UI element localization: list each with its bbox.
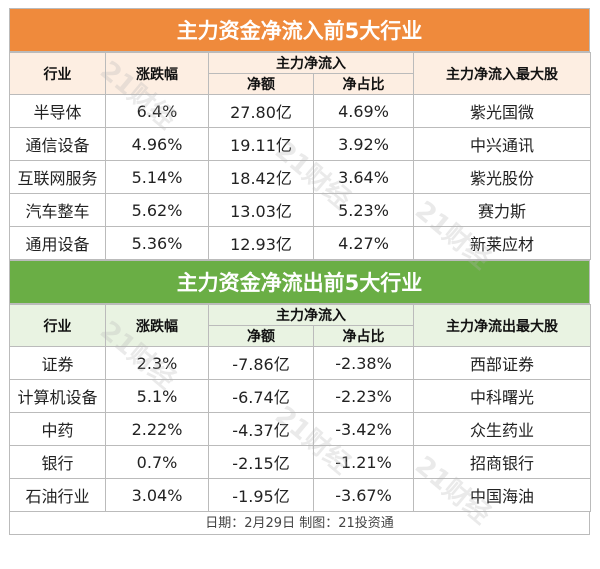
- table-row: 半导体 6.4% 27.80亿 4.69% 紫光国微: [9, 94, 591, 128]
- cell-industry: 汽车整车: [9, 193, 106, 227]
- cell-change: 5.1%: [105, 379, 209, 413]
- cell-top-stock: 紫光国微: [413, 94, 591, 128]
- inflow-header-row: 行业 涨跌幅 主力净流入 主力净流入最大股: [9, 52, 591, 95]
- cell-amount: -7.86亿: [208, 346, 314, 380]
- cell-industry: 互联网服务: [9, 160, 106, 194]
- cell-change: 2.22%: [105, 412, 209, 446]
- cell-top-stock: 中科曙光: [413, 379, 591, 413]
- cell-ratio: 5.23%: [313, 193, 414, 227]
- cell-amount: 19.11亿: [208, 127, 314, 161]
- cell-change: 5.36%: [105, 226, 209, 260]
- table-row: 通用设备 5.36% 12.93亿 4.27% 新莱应材: [9, 226, 591, 260]
- cell-ratio: 4.27%: [313, 226, 414, 260]
- header-change: 涨跌幅: [105, 304, 209, 347]
- header-amount: 净额: [208, 325, 314, 347]
- cell-ratio: -3.67%: [313, 478, 414, 512]
- cell-industry: 半导体: [9, 94, 106, 128]
- cell-amount: -6.74亿: [208, 379, 314, 413]
- table-row: 汽车整车 5.62% 13.03亿 5.23% 赛力斯: [9, 193, 591, 227]
- cell-change: 5.62%: [105, 193, 209, 227]
- cell-top-stock: 西部证券: [413, 346, 591, 380]
- header-ratio: 净占比: [313, 325, 414, 347]
- outflow-table: 行业 涨跌幅 主力净流入 主力净流出最大股 净额 净占比 证券 2.3% -7.…: [9, 304, 591, 512]
- table-row: 计算机设备 5.1% -6.74亿 -2.23% 中科曙光: [9, 379, 591, 413]
- header-industry: 行业: [9, 52, 106, 95]
- cell-top-stock: 紫光股份: [413, 160, 591, 194]
- cell-change: 6.4%: [105, 94, 209, 128]
- cell-top-stock: 赛力斯: [413, 193, 591, 227]
- header-change: 涨跌幅: [105, 52, 209, 95]
- cell-ratio: -1.21%: [313, 445, 414, 479]
- cell-industry: 石油行业: [9, 478, 106, 512]
- cell-industry: 中药: [9, 412, 106, 446]
- cell-top-stock: 众生药业: [413, 412, 591, 446]
- cell-top-stock: 中兴通讯: [413, 127, 591, 161]
- inflow-subheader-row: 净额 净占比: [10, 73, 591, 95]
- cell-change: 5.14%: [105, 160, 209, 194]
- cell-change: 0.7%: [105, 445, 209, 479]
- cell-industry: 通用设备: [9, 226, 106, 260]
- footer-caption: 日期：2月29日 制图：21投资通: [9, 512, 590, 535]
- inflow-title-banner: 主力资金净流入前5大行业: [9, 8, 590, 52]
- inflow-table: 行业 涨跌幅 主力净流入 主力净流入最大股 净额 净占比 半导体 6.4% 27…: [9, 52, 591, 260]
- cell-ratio: -2.23%: [313, 379, 414, 413]
- table-row: 银行 0.7% -2.15亿 -1.21% 招商银行: [9, 445, 591, 479]
- cell-top-stock: 新莱应材: [413, 226, 591, 260]
- header-amount: 净额: [208, 73, 314, 95]
- table-row: 中药 2.22% -4.37亿 -3.42% 众生药业: [9, 412, 591, 446]
- cell-industry: 通信设备: [9, 127, 106, 161]
- cell-industry: 证券: [9, 346, 106, 380]
- cell-change: 3.04%: [105, 478, 209, 512]
- header-industry: 行业: [9, 304, 106, 347]
- outflow-subheader-row: 净额 净占比: [10, 325, 591, 347]
- table-row: 通信设备 4.96% 19.11亿 3.92% 中兴通讯: [9, 127, 591, 161]
- outflow-title-banner: 主力资金净流出前5大行业: [9, 260, 590, 304]
- outflow-header-row: 行业 涨跌幅 主力净流入 主力净流出最大股: [9, 304, 591, 347]
- cell-top-stock: 招商银行: [413, 445, 591, 479]
- table-row: 石油行业 3.04% -1.95亿 -3.67% 中国海油: [9, 478, 591, 512]
- cell-top-stock: 中国海油: [413, 478, 591, 512]
- cell-amount: -2.15亿: [208, 445, 314, 479]
- header-top-stock: 主力净流出最大股: [413, 304, 591, 347]
- cell-amount: -4.37亿: [208, 412, 314, 446]
- cell-ratio: -3.42%: [313, 412, 414, 446]
- cell-change: 4.96%: [105, 127, 209, 161]
- cell-ratio: 3.64%: [313, 160, 414, 194]
- cell-change: 2.3%: [105, 346, 209, 380]
- header-net-inflow-group: 主力净流入: [208, 52, 414, 74]
- cell-ratio: 4.69%: [313, 94, 414, 128]
- cell-amount: 13.03亿: [208, 193, 314, 227]
- cell-amount: 12.93亿: [208, 226, 314, 260]
- cell-ratio: 3.92%: [313, 127, 414, 161]
- cell-amount: 18.42亿: [208, 160, 314, 194]
- table-row: 证券 2.3% -7.86亿 -2.38% 西部证券: [9, 346, 591, 380]
- cell-ratio: -2.38%: [313, 346, 414, 380]
- cell-amount: 27.80亿: [208, 94, 314, 128]
- fund-flow-document: 主力资金净流入前5大行业 行业 涨跌幅 主力净流入 主力净流入最大股 净额 净占…: [9, 8, 591, 535]
- cell-industry: 计算机设备: [9, 379, 106, 413]
- table-row: 互联网服务 5.14% 18.42亿 3.64% 紫光股份: [9, 160, 591, 194]
- header-ratio: 净占比: [313, 73, 414, 95]
- cell-industry: 银行: [9, 445, 106, 479]
- cell-amount: -1.95亿: [208, 478, 314, 512]
- header-top-stock: 主力净流入最大股: [413, 52, 591, 95]
- header-net-inflow-group: 主力净流入: [208, 304, 414, 326]
